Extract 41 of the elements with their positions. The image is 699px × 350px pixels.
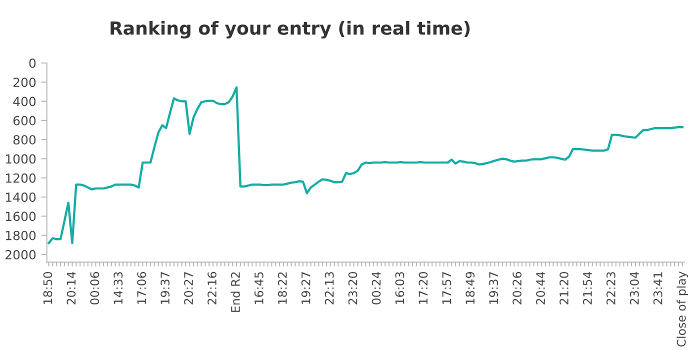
x-tick-label: 20:27 <box>184 272 194 304</box>
x-tick-label: 22:13 <box>324 272 334 304</box>
y-tick-label: 400 <box>13 96 36 106</box>
y-tick-label: 600 <box>13 116 36 126</box>
x-tick-label: 18:50 <box>43 272 52 304</box>
y-tick-label: 1800 <box>6 230 36 240</box>
x-tick-label: 21:20 <box>560 272 568 304</box>
x-tick-label: 21:54 <box>583 272 592 304</box>
x-tick-label: 14:33 <box>114 272 123 304</box>
y-tick-label: 1000 <box>6 154 36 164</box>
line-series <box>48 86 684 244</box>
y-tick-label: 1600 <box>6 212 36 222</box>
x-tick-label: 18:22 <box>278 272 287 304</box>
chart-title: Ranking of your entry (in real time) <box>110 20 470 39</box>
x-tick-label: 20:14 <box>66 272 76 304</box>
x-tick-label: 19:37 <box>489 272 498 304</box>
x-tick-label: End R2 <box>230 272 240 312</box>
x-tick-label: 16:45 <box>254 272 264 304</box>
x-tick-label: 00:24 <box>372 272 381 304</box>
x-tick-label: 22:16 <box>208 272 216 304</box>
x-tick-label: 17:57 <box>442 272 452 304</box>
x-tick-label: 18:49 <box>466 272 475 304</box>
x-tick-label: 22:23 <box>606 272 616 304</box>
y-tick-label: 1200 <box>6 173 36 183</box>
y-tick-label: 800 <box>13 135 36 145</box>
x-tick-label: 20:44 <box>536 272 545 304</box>
x-tick-label: 16:03 <box>395 272 404 304</box>
x-tick-label: 23:04 <box>630 272 639 304</box>
y-tick-label: 1400 <box>6 192 36 202</box>
x-tick-label: 00:06 <box>90 272 100 304</box>
x-tick-label: 23:20 <box>348 272 358 304</box>
x-tick-label: 19:27 <box>301 272 310 304</box>
x-tick-label: 17:06 <box>137 272 146 304</box>
y-tick-label: 0 <box>29 58 36 68</box>
x-tick-label: Close of play <box>676 272 688 347</box>
x-tick-label: 17:20 <box>418 272 428 304</box>
y-tick-label: 200 <box>13 78 36 88</box>
x-tick-label: 19:37 <box>160 272 170 304</box>
y-tick-label: 2000 <box>6 250 36 260</box>
x-tick-label: 23:41 <box>653 272 662 304</box>
x-tick-label: 20:26 <box>512 272 522 304</box>
